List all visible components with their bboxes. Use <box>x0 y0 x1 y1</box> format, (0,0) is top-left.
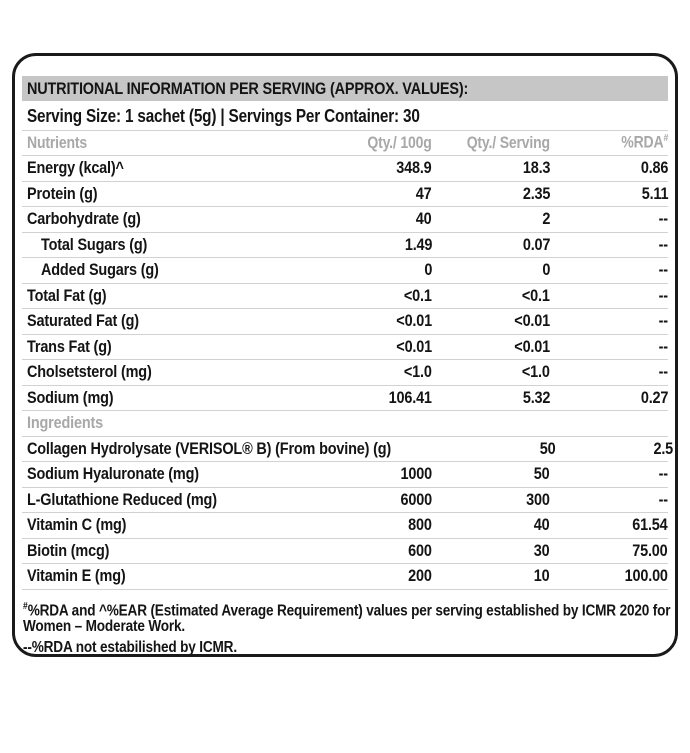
qty-serving-value: 10 <box>534 566 550 586</box>
table-row: L-Glutathione Reduced (mg) 6000 300 -- <box>22 488 668 513</box>
qty-serving-value: 40 <box>534 515 550 535</box>
rda-value: -- <box>658 234 668 254</box>
ingredient-name: Collagen Hydrolysate (VERISOL® B) (From … <box>27 438 392 458</box>
column-header-row: Nutrients Qty./ 100g Qty./ Serving %RDA# <box>22 131 668 156</box>
rda-value: -- <box>658 464 668 484</box>
ingredient-name: Sodium Hyaluronate (mg) <box>27 464 199 484</box>
qty-100g-value: <0.1 <box>404 285 432 305</box>
col-header-qty-100g: Qty./ 100g <box>367 133 432 152</box>
qty-100g-value: <1.0 <box>404 362 432 382</box>
qty-serving-value: 18.3 <box>522 158 551 178</box>
rda-hash-superscript: # <box>663 133 668 145</box>
rda-value: -- <box>673 439 675 459</box>
nutrient-name: Total Sugars (g) <box>41 234 148 254</box>
table-row: Vitamin E (mg) 200 10 100.00 <box>22 564 668 590</box>
col-header-qty-serving: Qty./ Serving <box>466 133 550 152</box>
ingredient-name: Vitamin E (mg) <box>27 566 126 586</box>
qty-100g-value: 0 <box>424 260 432 280</box>
nutrient-name: Added Sugars (g) <box>41 260 159 280</box>
table-row: Sodium Hyaluronate (mg) 1000 50 -- <box>22 462 668 488</box>
nutrient-name: Total Fat (g) <box>27 285 107 305</box>
qty-serving-value: 5.32 <box>522 387 551 407</box>
nutrition-panel: NUTRITIONAL INFORMATION PER SERVING (APP… <box>12 53 678 657</box>
serving-info-text: Serving Size: 1 sachet (5g) | Servings P… <box>27 106 420 126</box>
table-row: Biotin (mcg) 600 30 75.00 <box>22 539 668 564</box>
ingredients-section-header: Ingredients <box>22 411 668 437</box>
ingredient-name: Biotin (mcg) <box>27 540 110 560</box>
table-row: Carbohydrate (g) 40 2 -- <box>22 207 668 233</box>
col-header-nutrients: Nutrients <box>27 133 88 152</box>
qty-serving-value: 0.07 <box>522 234 551 254</box>
qty-serving-value: 2 <box>542 209 550 229</box>
qty-100g-value: 800 <box>408 515 432 535</box>
table-row: Total Sugars (g) 1.49 0.07 -- <box>22 233 668 258</box>
nutrient-name: Protein (g) <box>27 183 98 203</box>
qty-serving-value: <0.01 <box>514 336 550 356</box>
rda-value: 0.27 <box>640 387 669 407</box>
rda-value: -- <box>658 260 668 280</box>
qty-serving-value: 30 <box>534 540 550 560</box>
qty-serving-value: 300 <box>526 489 550 509</box>
table-row: Sodium (mg) 106.41 5.32 0.27 <box>22 386 669 411</box>
table-row: Added Sugars (g) 0 0 -- <box>22 258 668 284</box>
rda-value: -- <box>658 209 668 229</box>
qty-100g-value: 1000 <box>400 464 433 484</box>
table-row: Energy (kcal)^ 348.9 18.3 0.86 <box>22 156 668 182</box>
table-row: Collagen Hydrolysate (VERISOL® B) (From … <box>22 437 673 462</box>
qty-100g-value: 106.41 <box>388 387 432 407</box>
col-header-rda: %RDA# <box>620 133 668 152</box>
qty-serving-value: 2.5 <box>653 438 674 458</box>
table-row: Saturated Fat (g) <0.01 <0.01 -- <box>22 309 668 335</box>
qty-100g-value: 600 <box>408 540 432 560</box>
ingredient-name: Vitamin C (mg) <box>27 515 127 535</box>
qty-serving-value: <1.0 <box>522 362 550 382</box>
table-row: Protein (g) 47 2.35 5.11 <box>22 182 668 207</box>
rda-value: -- <box>658 489 668 509</box>
rda-value: -- <box>658 285 668 305</box>
rda-value: -- <box>658 362 668 382</box>
qty-100g-value: 6000 <box>400 489 433 509</box>
serving-info: Serving Size: 1 sachet (5g) | Servings P… <box>22 103 668 131</box>
footnote-rda-ear-line1: #%RDA and ^%EAR (Estimated Average Requi… <box>23 600 671 619</box>
nutrient-name: Trans Fat (g) <box>27 336 112 356</box>
panel-title: NUTRITIONAL INFORMATION PER SERVING (APP… <box>27 79 469 98</box>
qty-serving-value: 2.35 <box>522 183 551 203</box>
panel-title-bar: NUTRITIONAL INFORMATION PER SERVING (APP… <box>22 76 668 101</box>
section-label: Ingredients <box>27 413 104 433</box>
rda-value: 100.00 <box>624 566 668 586</box>
qty-100g-value: 50 <box>539 438 556 458</box>
nutrient-name: Energy (kcal)^ <box>27 158 124 178</box>
qty-100g-value: 200 <box>408 566 432 586</box>
qty-100g-value: <0.01 <box>396 311 432 331</box>
nutrient-name: Carbohydrate (g) <box>27 209 141 229</box>
footnotes: #%RDA and ^%EAR (Estimated Average Requi… <box>22 590 671 656</box>
table-row: Vitamin C (mg) 800 40 61.54 <box>22 513 668 539</box>
ingredient-name: L-Glutathione Reduced (mg) <box>27 489 217 509</box>
hash-superscript: # <box>23 600 28 612</box>
footnote-rda-ear-line2: Women – Moderate Work. <box>23 618 186 635</box>
rda-value: 5.11 <box>641 183 668 203</box>
nutrient-name: Saturated Fat (g) <box>27 311 139 331</box>
rda-value: 75.00 <box>632 540 668 560</box>
qty-serving-value: 0 <box>542 260 550 280</box>
table-row: Trans Fat (g) <0.01 <0.01 -- <box>22 335 668 360</box>
rda-value: -- <box>658 311 668 331</box>
rda-value: 0.86 <box>640 158 669 178</box>
nutrient-name: Cholsetsterol (mg) <box>27 362 152 382</box>
qty-100g-value: 348.9 <box>396 158 432 178</box>
qty-100g-value: 47 <box>416 183 432 203</box>
qty-100g-value: 40 <box>416 209 432 229</box>
qty-serving-value: 50 <box>534 464 550 484</box>
qty-serving-value: <0.1 <box>522 285 550 305</box>
table-row: Total Fat (g) <0.1 <0.1 -- <box>22 284 668 309</box>
qty-100g-value: 1.49 <box>404 234 433 254</box>
rda-value: -- <box>658 336 668 356</box>
nutrient-name: Sodium (mg) <box>27 387 114 407</box>
footnote-rda-not-established: --%RDA not estabilished by ICMR. <box>23 638 237 656</box>
rda-value: 61.54 <box>632 515 668 535</box>
table-row: Cholsetsterol (mg) <1.0 <1.0 -- <box>22 360 668 386</box>
qty-100g-value: <0.01 <box>396 336 432 356</box>
qty-serving-value: <0.01 <box>514 311 550 331</box>
